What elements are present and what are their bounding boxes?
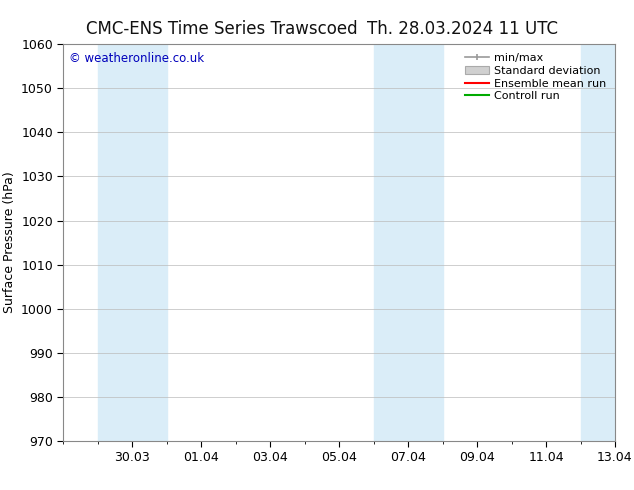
Legend: min/max, Standard deviation, Ensemble mean run, Controll run: min/max, Standard deviation, Ensemble me… bbox=[462, 49, 609, 105]
Bar bbox=[581, 44, 615, 441]
Text: © weatheronline.co.uk: © weatheronline.co.uk bbox=[69, 52, 204, 65]
Y-axis label: Surface Pressure (hPa): Surface Pressure (hPa) bbox=[3, 172, 16, 314]
Bar bbox=[373, 44, 443, 441]
Text: Th. 28.03.2024 11 UTC: Th. 28.03.2024 11 UTC bbox=[367, 20, 559, 38]
Bar bbox=[98, 44, 167, 441]
Text: CMC-ENS Time Series Trawscoed: CMC-ENS Time Series Trawscoed bbox=[86, 20, 358, 38]
